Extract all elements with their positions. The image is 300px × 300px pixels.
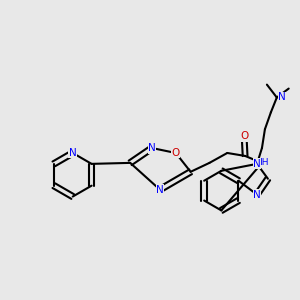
Text: N: N (278, 92, 286, 103)
Text: N: N (148, 143, 156, 153)
Text: O: O (240, 131, 248, 141)
Text: N: N (253, 190, 261, 200)
Text: O: O (172, 148, 180, 158)
Text: N: N (253, 159, 261, 169)
Text: N: N (156, 184, 164, 195)
Text: NH: NH (255, 158, 269, 167)
Text: N: N (69, 148, 76, 158)
